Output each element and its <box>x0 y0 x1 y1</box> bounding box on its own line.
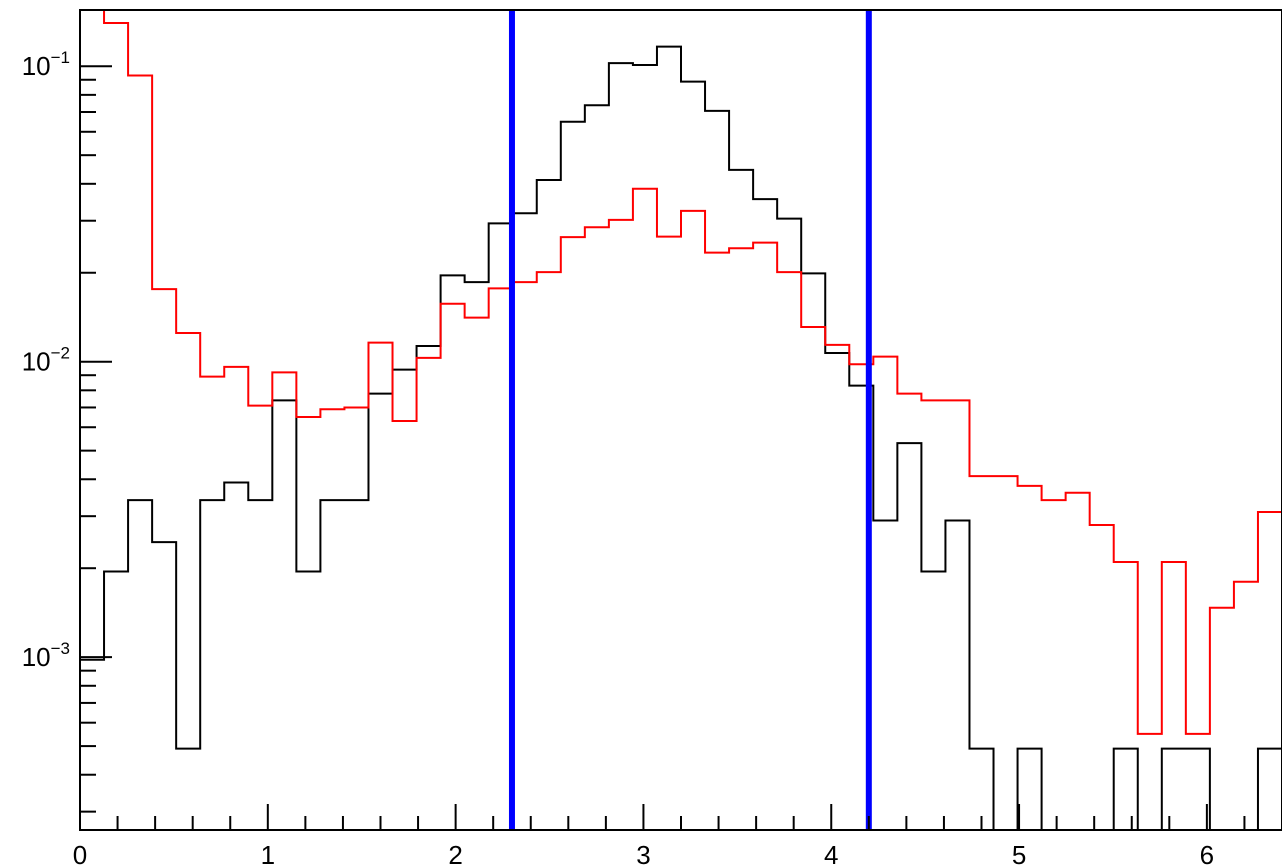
y-tick-label: 10−2 <box>22 344 70 377</box>
x-tick-label: 5 <box>1012 840 1026 868</box>
x-tick-label: 0 <box>73 840 87 868</box>
y-tick-label: 10−3 <box>22 639 70 672</box>
series-layer <box>80 9 1282 831</box>
x-tick-label: 2 <box>448 840 462 868</box>
x-tick-label: 1 <box>261 840 275 868</box>
vertical-lines-layer <box>508 10 872 830</box>
y-tick-label: 10−1 <box>22 48 70 81</box>
plot-frame <box>79 9 1282 831</box>
series-2-line <box>80 9 1282 735</box>
x-tick-label: 4 <box>824 840 838 868</box>
axes-layer: 0 1 2 3 4 5 6 10−3 10−2 10−1 <box>22 48 1282 868</box>
series-1-line <box>80 45 1282 831</box>
x-tick-label: 3 <box>636 840 650 868</box>
x-tick-label: 6 <box>1200 840 1214 868</box>
